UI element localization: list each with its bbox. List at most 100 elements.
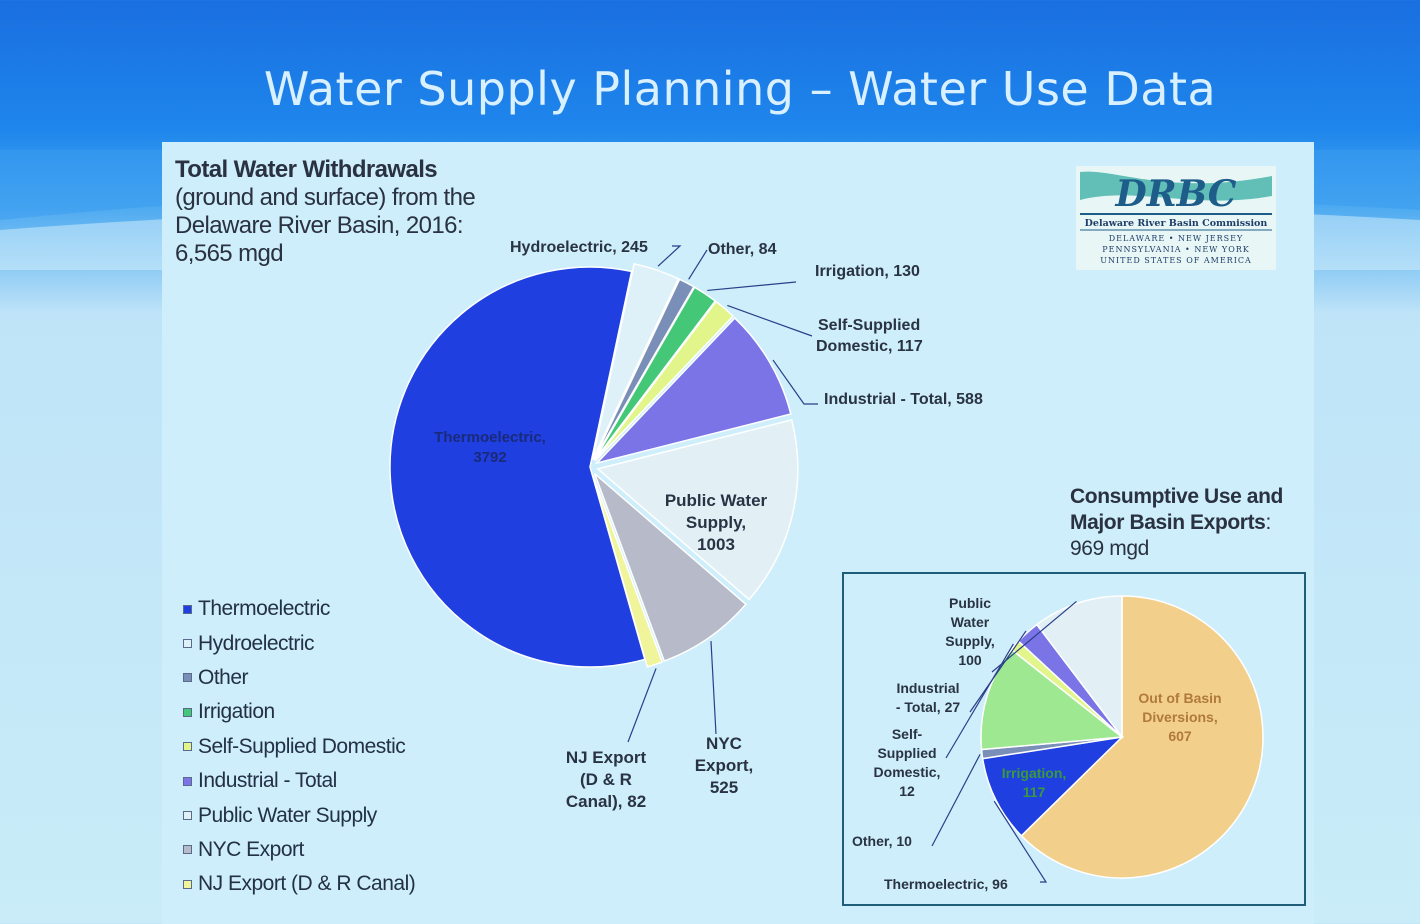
leader-industrial — [772, 359, 818, 405]
main-chart-total: 6,565 mgd — [175, 240, 284, 267]
logo-states-line1: DELAWARE • NEW JERSEY — [1109, 234, 1244, 243]
legend-item-thermoelectric: Thermoelectric — [183, 592, 483, 626]
drbc-logo: DRBC Delaware River Basin Commission DEL… — [1076, 166, 1276, 270]
main-slice-self-supplied — [594, 300, 735, 462]
leader-self-supplied — [727, 304, 813, 337]
legend-item-nj-export: NJ Export (D & R Canal) — [183, 867, 483, 901]
legend-label: NYC Export — [198, 837, 304, 861]
slice-label-thermoelectric-line2: 3792 — [473, 449, 506, 466]
slice-label-self-supplied-line1: Self-Supplied — [818, 317, 920, 334]
legend-item-hydroelectric: Hydroelectric — [183, 626, 483, 660]
legend-item-irrigation: Irrigation — [183, 695, 483, 729]
inset-leader-thermoelectric — [993, 800, 1048, 883]
inset-label-public-water-line1: Public — [949, 595, 991, 611]
logo-states-line2: PENNSYLVANIA • NEW YORK — [1102, 245, 1250, 254]
legend-label: Other — [198, 665, 249, 689]
legend-swatch — [183, 707, 192, 717]
inset-pie-leader-lines — [931, 600, 1077, 883]
legend-item-public-water: Public Water Supply — [183, 798, 483, 832]
slide-title: Water Supply Planning – Water Use Data — [263, 62, 1217, 116]
leader-nj-export — [627, 668, 657, 743]
inset-leader-public-water — [991, 600, 1077, 673]
legend-item-self-supplied: Self-Supplied Domestic — [183, 730, 483, 764]
legend-label: NJ Export (D & R Canal) — [198, 872, 416, 896]
legend-label: Public Water Supply — [198, 803, 377, 827]
inset-label-irrigation-line2: 117 — [1023, 784, 1046, 800]
inset-chart-title-line2: Major Basin Exports — [1070, 511, 1266, 534]
inset-label-self-supplied-line4: 12 — [899, 783, 915, 799]
main-chart-title-line2: (ground and surface) from the — [175, 184, 476, 211]
logo-name: Delaware River Basin Commission — [1085, 218, 1268, 229]
main-slice-thermoelectric — [389, 266, 646, 668]
legend-item-other: Other — [183, 661, 483, 695]
legend-swatch — [183, 845, 192, 855]
slice-label-nyc-export-line3: 525 — [710, 778, 738, 797]
main-chart-title-line1: Total Water Withdrawals — [175, 156, 438, 183]
inset-label-public-water-line4: 100 — [958, 652, 982, 668]
inset-pie-chart — [980, 595, 1264, 879]
slice-label-industrial: Industrial - Total, 588 — [824, 391, 983, 408]
leader-irrigation — [707, 281, 797, 292]
main-pie-leader-lines — [627, 245, 818, 743]
inset-label-out-of-basin-line1: Out of Basin — [1138, 690, 1221, 706]
slice-label-thermoelectric-line1: Thermoelectric, — [434, 429, 546, 446]
inset-chart-total: 969 mgd — [1070, 537, 1149, 560]
legend-label: Irrigation — [198, 700, 275, 724]
legend-label: Self-Supplied Domestic — [198, 734, 406, 758]
leader-other — [688, 249, 708, 280]
legend-item-nyc-export: NYC Export — [183, 833, 483, 867]
inset-label-irrigation-line1: Irrigation, — [1002, 765, 1067, 781]
legend-swatch — [183, 639, 192, 649]
inset-leader-other — [931, 754, 981, 847]
main-slice-nyc-export — [593, 473, 747, 662]
legend-swatch — [183, 604, 192, 614]
legend-swatch — [183, 879, 192, 889]
slice-label-nj-export-line2: (D & R — [580, 770, 632, 789]
legend-swatch — [183, 673, 192, 683]
main-slice-other — [593, 278, 695, 461]
legend-swatch — [183, 811, 192, 821]
slice-label-nj-export-line3: Canal), 82 — [566, 792, 646, 811]
main-chart-title-colon: : — [456, 212, 464, 239]
legend-item-industrial: Industrial - Total — [183, 764, 483, 798]
inset-label-self-supplied-line2: Supplied — [877, 745, 936, 761]
slice-label-public-water-line2: Supply, — [686, 513, 746, 532]
slice-label-self-supplied-line2: Domestic, 117 — [816, 338, 923, 355]
inset-label-industrial-line2: - Total, 27 — [896, 699, 961, 715]
inset-chart-frame — [842, 572, 1306, 906]
slice-label-irrigation: Irrigation, 130 — [815, 263, 920, 280]
inset-label-self-supplied-line1: Self- — [892, 726, 923, 742]
legend-swatch — [183, 742, 192, 752]
inset-slice-public-water — [1035, 595, 1123, 740]
slice-label-nj-export-line1: NJ Export — [566, 748, 647, 767]
main-slice-industrial — [594, 317, 792, 465]
logo-states-line3: UNITED STATES OF AMERICA — [1100, 256, 1252, 265]
slice-label-hydroelectric: Hydroelectric, 245 — [510, 239, 648, 256]
inset-leader-industrial — [969, 630, 1027, 713]
slice-label-nyc-export-line1: NYC — [706, 734, 742, 753]
inset-chart-heading: Consumptive Use and Major Basin Exports:… — [1070, 484, 1330, 562]
inset-label-out-of-basin-line2: Diversions, — [1142, 709, 1217, 725]
leader-nyc-export — [710, 641, 717, 735]
inset-slice-out-of-basin — [1020, 595, 1264, 879]
legend-label: Thermoelectric — [198, 597, 330, 621]
legend-swatch — [183, 776, 192, 786]
inset-label-self-supplied-line3: Domestic, — [874, 764, 941, 780]
inset-label-public-water-line2: Water — [951, 614, 990, 630]
main-chart-heading: Total Water Withdrawals (ground and surf… — [175, 156, 535, 268]
inset-label-thermoelectric: Thermoelectric, 96 — [884, 876, 1008, 892]
logo-mark: DRBC — [1115, 173, 1237, 215]
inset-chart-title-colon: : — [1265, 511, 1271, 534]
inset-label-other: Other, 10 — [852, 833, 912, 849]
main-chart-title-line3: Delaware River Basin, 2016 — [175, 212, 457, 239]
main-slice-nj-export — [591, 474, 664, 668]
legend-label: Industrial - Total — [198, 769, 337, 793]
slice-label-public-water-line3: 1003 — [697, 535, 735, 554]
main-chart-legend: Thermoelectric Hydroelectric Other Irrig… — [183, 592, 483, 902]
inset-label-industrial-line1: Industrial — [896, 680, 959, 696]
inset-label-out-of-basin-line3: 607 — [1168, 728, 1192, 744]
main-slice-public-water — [596, 418, 799, 601]
legend-label: Hydroelectric — [198, 631, 315, 655]
leader-hydroelectric — [657, 245, 682, 267]
